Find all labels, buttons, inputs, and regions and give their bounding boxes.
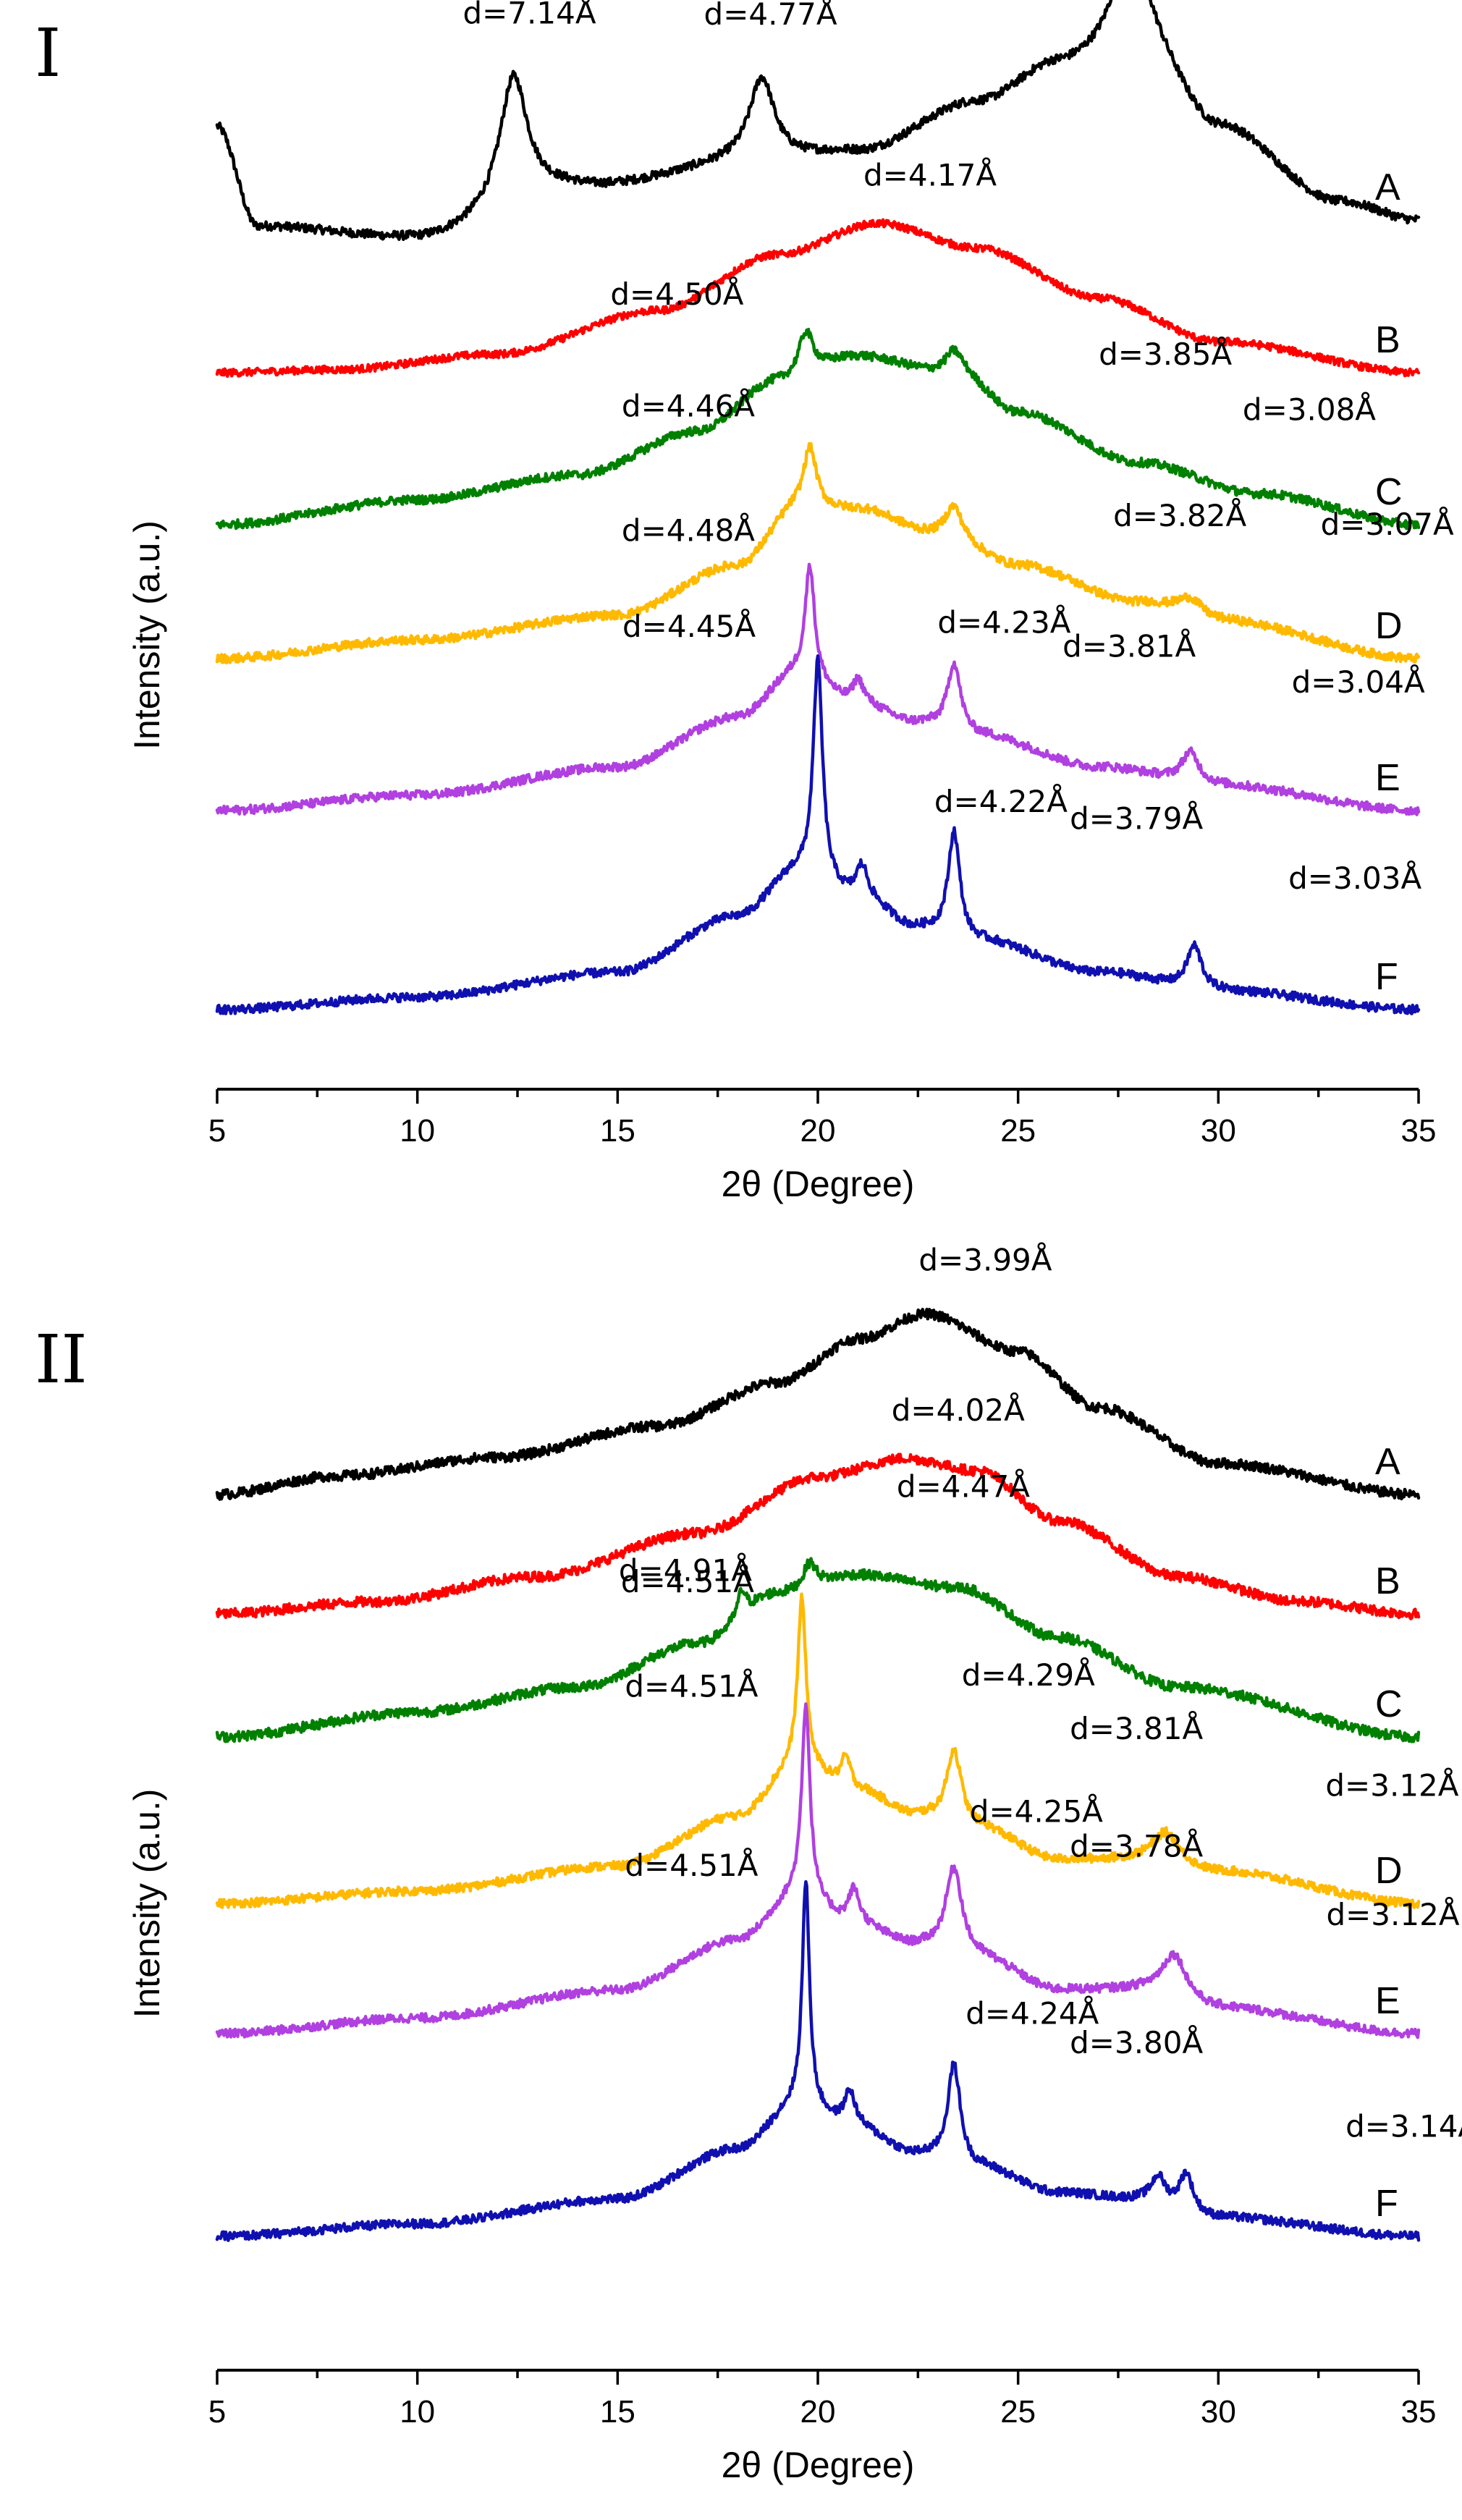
y-axis-title: Intensity (a.u.) <box>127 1789 167 2018</box>
curve-label-E: E <box>1375 1980 1400 2022</box>
x-tick-label: 10 <box>400 2394 435 2430</box>
x-axis-title: 2θ (Degree) <box>722 1164 915 1204</box>
d-spacing-annotation: d=3.81Å <box>1070 1710 1203 1746</box>
curve-label-F: F <box>1375 956 1398 998</box>
d-spacing-annotation: d=4.46Å <box>622 387 755 423</box>
d-spacing-annotation: d=3.07Å <box>1321 506 1454 542</box>
curve-label-C: C <box>1375 1683 1403 1725</box>
curve-label-D: D <box>1375 1850 1403 1892</box>
curve-label-D: D <box>1375 605 1403 647</box>
series-C: Cd=4.91Å d=4.47Å <box>215 1468 1421 1743</box>
curve-F <box>215 1880 1421 2242</box>
d-spacing-annotation: d=4.02Å <box>892 1392 1025 1428</box>
x-tick-label: 15 <box>600 1113 635 1149</box>
x-tick-label: 20 <box>800 2394 836 2430</box>
d-spacing-annotation: d=3.80Å <box>1070 2024 1203 2060</box>
series-D: Dd=4.51Å d=4.29Å d=3.81Å d=3.12Å <box>215 1563 1459 1909</box>
d-spacing-annotation: d=3.12Å <box>1325 1767 1458 1803</box>
d-spacing-annotation: d=4.23Å <box>937 604 1070 640</box>
series-C: Cd=4.50Å d=3.85Å d=3.08Å <box>215 276 1421 530</box>
d-spacing-annotation: d=7.14Å <box>462 0 596 30</box>
curve-C <box>215 1557 1421 1743</box>
curve-A <box>215 1307 1421 1501</box>
d-spacing-annotation: d=3.12Å <box>1326 1896 1459 1932</box>
curve-E <box>215 1702 1421 2039</box>
d-spacing-annotation: d=4.45Å <box>622 608 756 644</box>
curve-B <box>215 1453 1421 1620</box>
x-tick-label: 20 <box>800 1113 836 1149</box>
d-spacing-annotation: d=3.08Å <box>1243 391 1376 427</box>
x-tick-label: 25 <box>1000 1113 1036 1149</box>
curve-B <box>215 218 1421 379</box>
d-spacing-annotation: d=4.24Å <box>965 1995 1099 2031</box>
x-tick-label: 35 <box>1401 2394 1437 2430</box>
panel-II: II 5 10 15 20 25 30 35 2θ (Degree) Intensity (a.u… <box>35 1242 1462 2485</box>
d-spacing-annotation: d=3.78Å <box>1070 1828 1203 1864</box>
d-spacing-annotation: d=4.22Å <box>934 783 1068 819</box>
d-spacing-annotation: d=3.85Å <box>1099 336 1232 372</box>
d-spacing-annotation: d=4.77Å <box>704 0 837 32</box>
x-tick-label: 5 <box>208 1113 226 1149</box>
series-A: Ad=3.99Å <box>215 1242 1421 1501</box>
d-spacing-annotation: d=4.48Å <box>622 512 755 548</box>
d-spacing-annotation: d=3.03Å <box>1288 860 1421 896</box>
d-spacing-annotation: d=4.91Å <box>619 1552 752 1589</box>
d-spacing-annotation: d=4.51Å <box>621 1563 754 1599</box>
d-spacing-annotation: d=3.14Å <box>1345 2108 1462 2144</box>
series-D: Dd=4.46Å d=3.82Å d=3.07Å <box>215 387 1454 665</box>
curve-label-A: A <box>1375 1441 1400 1483</box>
curve-A <box>215 0 1421 242</box>
d-spacing-annotation: d=4.51Å <box>625 1668 758 1704</box>
series-B: Bd=4.17Å <box>215 157 1421 379</box>
panel-label: II <box>35 1321 88 1398</box>
curve-D <box>215 441 1421 665</box>
curve-E <box>215 562 1421 816</box>
d-spacing-annotation: d=3.04Å <box>1292 664 1425 700</box>
x-tick-label: 25 <box>1000 2394 1036 2430</box>
d-spacing-annotation: d=4.47Å <box>897 1468 1030 1505</box>
x-tick-label: 5 <box>208 2394 226 2430</box>
d-spacing-annotation: d=4.50Å <box>610 276 743 312</box>
series-B: Bd=4.02Å <box>215 1392 1421 1620</box>
y-axis-title: Intensity (a.u.) <box>127 520 167 750</box>
curve-label-E: E <box>1375 757 1400 799</box>
d-spacing-annotation: d=3.81Å <box>1062 628 1196 664</box>
panel-label: I <box>35 14 61 92</box>
x-tick-label: 15 <box>600 2394 635 2430</box>
d-spacing-annotation: d=3.99Å <box>918 1242 1052 1278</box>
curve-label-B: B <box>1375 1560 1400 1602</box>
x-tick-label: 30 <box>1201 1113 1236 1149</box>
d-spacing-annotation: d=3.82Å <box>1113 497 1246 533</box>
panel-I: I 5 10 15 20 25 30 35 2θ (Degree) Intensity (a.u.… <box>35 0 1454 1204</box>
d-spacing-annotation: d=4.25Å <box>970 1793 1103 1829</box>
d-spacing-annotation: d=4.51Å <box>625 1847 758 1883</box>
d-spacing-annotation: d=4.17Å <box>863 157 997 193</box>
curve-C <box>215 327 1421 530</box>
series-F: Fd=4.45Å d=4.22Å d=3.79Å d=3.03Å <box>215 608 1422 1015</box>
d-spacing-annotation: d=3.79Å <box>1070 800 1203 836</box>
x-tick-label: 35 <box>1401 1113 1437 1149</box>
curve-label-C: C <box>1375 471 1403 513</box>
curve-label-F: F <box>1375 2183 1398 2225</box>
x-axis-title: 2θ (Degree) <box>722 2445 915 2485</box>
curve-label-B: B <box>1375 319 1400 361</box>
x-tick-label: 10 <box>400 1113 435 1149</box>
curve-D <box>215 1592 1421 1909</box>
d-spacing-annotation: d=4.29Å <box>962 1657 1095 1693</box>
curve-label-A: A <box>1375 166 1400 208</box>
curve-F <box>215 654 1421 1015</box>
x-tick-label: 30 <box>1201 2394 1236 2430</box>
